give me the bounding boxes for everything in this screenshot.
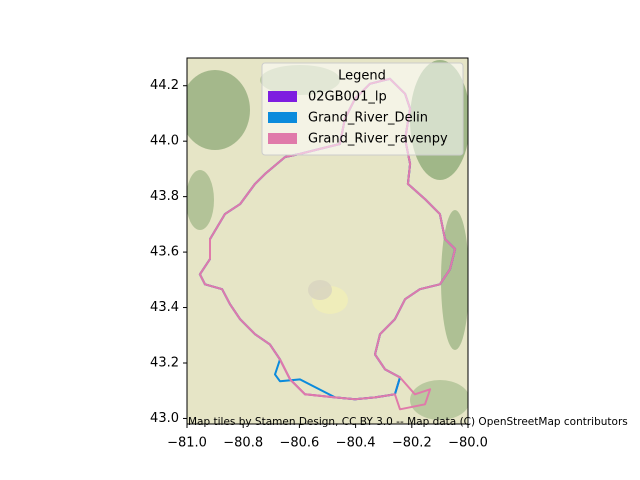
legend-swatch — [268, 133, 297, 144]
y-tick-label: 43.4 — [150, 300, 179, 315]
x-tick-label: −80.4 — [336, 436, 376, 451]
legend-label: Grand_River_ravenpy — [308, 132, 448, 147]
legend-swatch — [268, 91, 297, 102]
legend-swatch — [268, 112, 297, 123]
y-tick-label: 43.0 — [150, 411, 179, 426]
legend-title: Legend — [338, 69, 386, 84]
y-tick-label: 43.8 — [150, 189, 179, 204]
legend-box — [261, 62, 464, 156]
x-tick-label: −80.6 — [279, 436, 319, 451]
y-tick-label: 44.2 — [150, 78, 179, 93]
attribution: Map tiles by Stamen Design, CC BY 3.0 --… — [188, 416, 628, 428]
x-tick-label: −80.8 — [223, 436, 263, 451]
plot-frame — [186, 57, 469, 425]
x-tick-label: −80.0 — [448, 436, 488, 451]
y-tick-label: 43.6 — [150, 245, 179, 260]
y-tick-label: 43.2 — [150, 356, 179, 371]
y-tick-label: 44.0 — [150, 134, 179, 149]
legend-label: 02GB001_lp — [308, 90, 387, 105]
x-tick-label: −81.0 — [167, 436, 207, 451]
x-tick-label: −80.2 — [392, 436, 432, 451]
legend-label: Grand_River_Delin — [308, 111, 428, 126]
